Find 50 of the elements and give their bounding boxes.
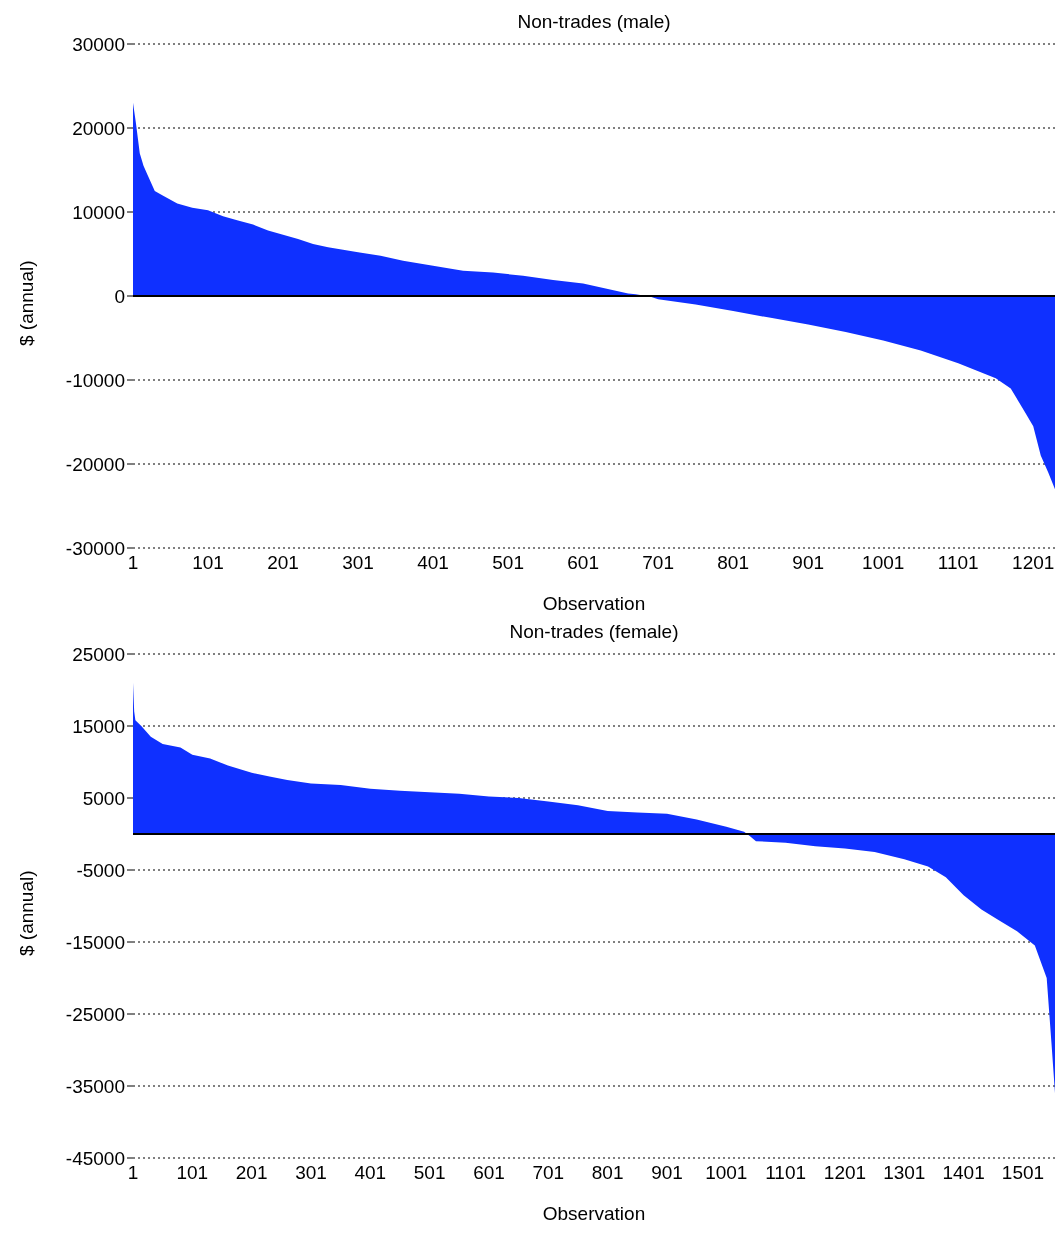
y-tick-label: -30000 [65, 537, 125, 559]
x-tick-label: 301 [342, 552, 374, 574]
x-tick-label: 901 [792, 552, 825, 574]
y-tick-label: -35000 [65, 1075, 125, 1097]
x-tick-label: 1501 [1001, 1162, 1045, 1184]
chart-title: Non-trades (female) [509, 621, 679, 642]
y-tick-label: -10000 [65, 369, 125, 391]
x-tick-label: 401 [417, 552, 449, 574]
x-tick-label: 1001 [705, 1162, 748, 1184]
x-tick-label: 1401 [942, 1162, 985, 1184]
x-tick-label: 1001 [862, 552, 905, 574]
y-tick-label: 5000 [82, 787, 125, 809]
x-tick-label: 101 [192, 552, 224, 574]
x-tick-label: 701 [532, 1162, 565, 1184]
y-tick-label: -20000 [65, 453, 125, 475]
y-axis-title: $ (annual) [15, 260, 37, 346]
chart-title: Non-trades (male) [517, 11, 671, 32]
x-tick-label: 1 [127, 1162, 139, 1184]
x-tick-label: 701 [642, 552, 674, 574]
x-tick-label: 801 [717, 552, 750, 574]
x-tick-label: 1201 [823, 1162, 867, 1184]
y-tick-label: -45000 [65, 1147, 125, 1169]
y-tick-label: 15000 [72, 715, 125, 737]
x-tick-label: 601 [567, 552, 599, 574]
x-tick-label: 1201 [1012, 552, 1055, 574]
x-tick-label: 101 [176, 1162, 209, 1184]
y-tick-label: 25000 [72, 643, 125, 665]
x-tick-label: 301 [295, 1162, 327, 1184]
y-tick-label: 30000 [72, 33, 125, 55]
x-tick-label: 1101 [937, 552, 979, 574]
x-tick-label: 1 [127, 552, 139, 574]
y-tick-label: -15000 [65, 931, 125, 953]
x-tick-label: 201 [235, 1162, 268, 1184]
x-tick-label: 901 [651, 1162, 683, 1184]
y-tick-label: 20000 [72, 117, 125, 139]
y-tick-label: 0 [114, 285, 125, 307]
x-axis-title: Observation [542, 593, 646, 614]
x-tick-label: 401 [354, 1162, 387, 1184]
x-tick-label: 801 [591, 1162, 624, 1184]
x-tick-label: 1301 [883, 1162, 926, 1184]
y-tick-label: 10000 [72, 201, 125, 223]
x-tick-label: 1101 [765, 1162, 807, 1184]
x-tick-label: 201 [267, 552, 299, 574]
y-axis-title: $ (annual) [15, 870, 37, 956]
x-axis-title: Observation [542, 1203, 646, 1224]
x-tick-label: 501 [492, 552, 524, 574]
y-tick-label: -25000 [65, 1003, 125, 1025]
x-tick-label: 501 [413, 1162, 446, 1184]
y-tick-label: -5000 [76, 859, 125, 881]
x-tick-label: 601 [473, 1162, 505, 1184]
